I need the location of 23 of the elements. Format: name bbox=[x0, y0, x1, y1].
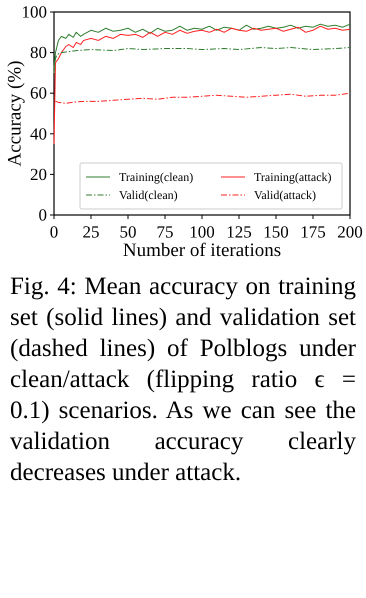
x-tick-label: 100 bbox=[189, 222, 215, 242]
y-tick-label: 80 bbox=[30, 43, 47, 62]
y-tick-label: 20 bbox=[30, 164, 47, 184]
y-tick-label: 40 bbox=[30, 124, 47, 144]
x-tick-label: 150 bbox=[263, 222, 289, 242]
x-tick-label: 25 bbox=[82, 222, 100, 242]
y-tick-label: 0 bbox=[38, 205, 47, 224]
x-axis-title: Number of iterations bbox=[122, 240, 282, 261]
caption: Fig. 4: Mean accuracy on training set (solid lines) and validation set (dashed lines) of Polblogs under clean/attack (flipping ratio ϵ = 0.1) scenarios. As we can see the validation accuracy clearly decreases under attack. bbox=[10, 272, 356, 488]
x-tick-label: 175 bbox=[300, 222, 326, 242]
legend-label: Valid(clean) bbox=[119, 188, 178, 202]
x-tick-label: 75 bbox=[156, 222, 174, 242]
y-tick-label: 60 bbox=[30, 84, 47, 103]
y-tick-label: 100 bbox=[22, 2, 47, 22]
line-series bbox=[54, 24, 350, 70]
legend-label: Training(clean) bbox=[119, 170, 194, 184]
legend-label: Valid(attack) bbox=[254, 188, 316, 202]
x-tick-label: 200 bbox=[337, 222, 363, 242]
legend-label: Training(attack) bbox=[254, 170, 332, 184]
y-axis-title: Accuracy (%) bbox=[4, 60, 26, 167]
x-tick-label: 125 bbox=[226, 222, 252, 242]
x-tick-label: 50 bbox=[120, 222, 136, 242]
line-series bbox=[54, 26, 350, 144]
